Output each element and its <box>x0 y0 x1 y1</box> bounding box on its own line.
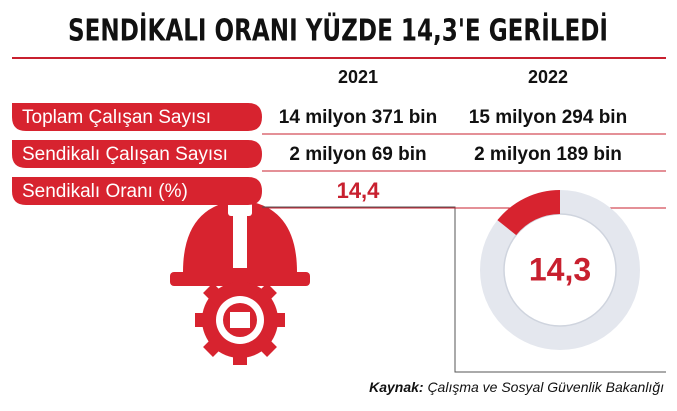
year: 2022 <box>528 67 568 87</box>
row-label-bg <box>12 103 262 131</box>
donut-arc <box>497 190 561 236</box>
row-label: Sendikalı Çalışan Sayısı <box>22 144 228 165</box>
title: SENDİKALI ORANI YÜZDE 14,3'E GERİLEDİ <box>68 12 608 49</box>
cell: 14 milyon 371 bin <box>279 107 437 128</box>
row-label-bg <box>12 140 262 168</box>
cell: 2 milyon 189 bin <box>474 144 622 165</box>
row-label-bg <box>12 177 262 205</box>
row-label: Sendikalı Oranı (%) <box>22 181 188 202</box>
helmet-icon <box>170 198 310 365</box>
source-text: Çalışma ve Sosyal Güvenlik Bakanlığı <box>427 379 664 395</box>
row-label: Toplam Çalışan Sayısı <box>22 107 211 128</box>
source-label: Kaynak: <box>369 379 423 395</box>
cell: 2 milyon 69 bin <box>289 144 426 165</box>
donut-label: 14,3 <box>529 251 591 287</box>
year: 2021 <box>338 67 378 87</box>
source: Kaynak: Çalışma ve Sosyal Güvenlik Bakan… <box>369 379 664 395</box>
cell: 15 milyon 294 bin <box>469 107 627 128</box>
cell: 14,4 <box>337 178 381 203</box>
connector <box>262 206 666 373</box>
